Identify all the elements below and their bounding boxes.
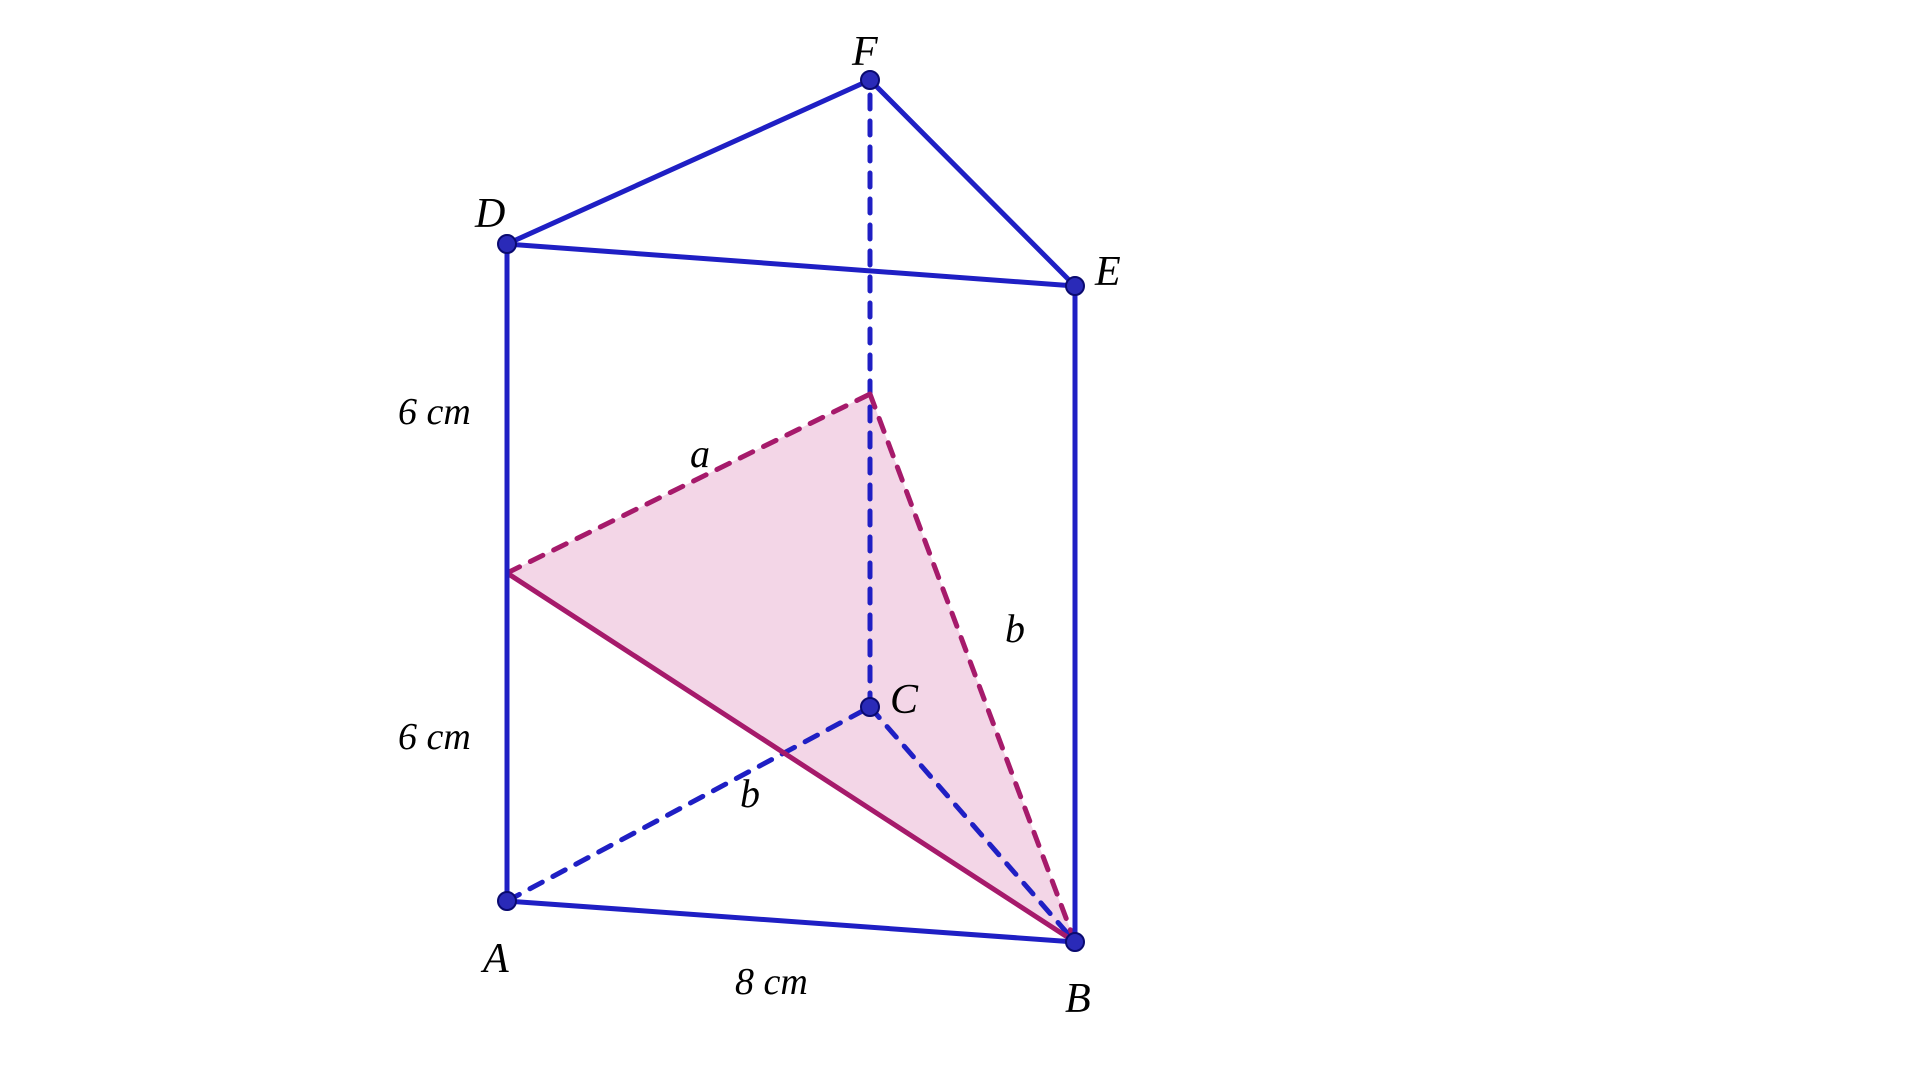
vertex-C: [861, 698, 879, 716]
label-F: F: [852, 28, 878, 76]
label-a: a: [690, 430, 710, 477]
label-dim_bottom: 6 cm: [398, 715, 471, 759]
label-B: B: [1065, 975, 1091, 1023]
prism-edge: [870, 80, 1075, 286]
vertex-A: [498, 892, 516, 910]
prism-edge: [507, 901, 1075, 942]
diagram-stage: A B C D E F 6 cm 6 cm 8 cm a b b: [0, 0, 1920, 1065]
prism-edge: [507, 80, 870, 244]
label-C: C: [890, 676, 918, 724]
label-dim_top: 6 cm: [398, 390, 471, 434]
label-b_right: b: [1005, 605, 1025, 652]
prism-edge-hidden: [507, 707, 870, 901]
label-E: E: [1095, 248, 1121, 296]
label-D: D: [475, 190, 505, 238]
label-dim_base: 8 cm: [735, 960, 808, 1004]
label-A: A: [483, 935, 509, 983]
label-b_bottom: b: [740, 770, 760, 817]
vertex-B: [1066, 933, 1084, 951]
section-fill: [507, 394, 1075, 942]
prism-edge: [507, 244, 1075, 286]
vertex-E: [1066, 277, 1084, 295]
prism-svg: [0, 0, 1920, 1065]
